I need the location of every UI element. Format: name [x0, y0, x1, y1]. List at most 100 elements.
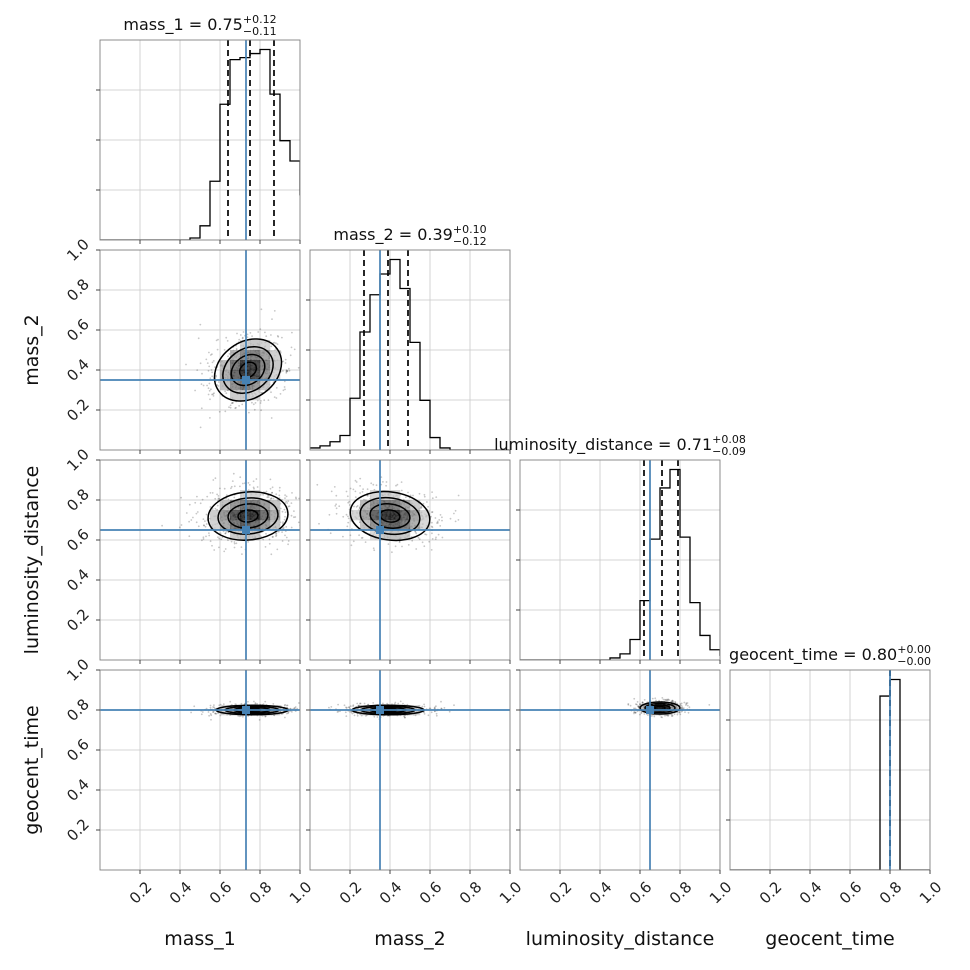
sample-point [161, 524, 164, 527]
sample-point [234, 407, 237, 410]
sample-point [262, 703, 265, 706]
sample-point [454, 509, 457, 512]
sample-point [418, 538, 421, 541]
sample-point [196, 511, 199, 513]
x-tick-label: 0.6 [416, 878, 446, 908]
density-cell [410, 705, 421, 711]
sample-point [207, 711, 210, 713]
sample-point [275, 493, 278, 496]
sample-point [387, 543, 390, 545]
sample-point [225, 530, 228, 533]
sample-point [224, 532, 227, 535]
x-tick-label: 0.4 [166, 878, 196, 908]
sample-point [202, 384, 205, 387]
sample-point [335, 503, 337, 506]
sample-point [285, 495, 288, 498]
sample-point [215, 374, 217, 377]
density-cell [260, 350, 271, 361]
sample-point [428, 707, 431, 710]
sample-point [266, 496, 269, 499]
density-cell [220, 370, 231, 381]
truth-marker [242, 376, 250, 384]
density-cell [230, 370, 241, 381]
sample-point [671, 699, 674, 702]
density-cell [250, 380, 261, 391]
sample-point [197, 525, 200, 528]
sample-point [216, 384, 219, 386]
sample-point [412, 494, 414, 497]
density-cell [220, 510, 231, 521]
panel-background [100, 460, 300, 660]
density-cell [380, 520, 391, 531]
sample-point [670, 713, 673, 716]
sample-point [194, 389, 197, 392]
sample-point [348, 706, 350, 709]
truth-marker [376, 526, 384, 534]
sample-point [256, 486, 259, 488]
sample-point [347, 521, 350, 524]
sample-point [440, 707, 443, 710]
sample-point [423, 705, 426, 708]
sample-point [252, 480, 255, 483]
sample-point [282, 389, 285, 392]
sample-point [208, 532, 210, 534]
sample-point [301, 706, 303, 708]
sample-point [653, 715, 656, 718]
density-cell [220, 705, 231, 711]
sample-point [229, 700, 232, 703]
sample-point [334, 505, 337, 507]
sample-point [337, 703, 339, 706]
sample-point [457, 519, 460, 521]
sample-point [291, 492, 293, 494]
sample-point [205, 707, 208, 710]
sample-point [441, 516, 443, 519]
sample-point [430, 515, 432, 518]
sample-point [404, 496, 407, 499]
sample-point [665, 699, 667, 702]
sample-point [201, 711, 204, 713]
sample-point [228, 353, 231, 355]
density-cell [410, 520, 421, 531]
x-tick-label: 0.6 [836, 878, 866, 908]
sample-point [229, 406, 232, 409]
sample-point [284, 534, 286, 537]
sample-point [682, 707, 685, 709]
title-mass_1: mass_1 = 0.75+0.12 −0.11 [123, 13, 276, 38]
sample-point [208, 351, 210, 354]
sample-point [230, 540, 233, 543]
sample-point [293, 510, 295, 512]
density-cell [250, 520, 261, 531]
sample-point [203, 524, 206, 527]
panel-background [100, 670, 300, 870]
sample-point [281, 522, 284, 525]
sample-point [260, 400, 262, 402]
sample-point [290, 526, 293, 529]
sample-point [673, 713, 676, 716]
sample-point [209, 506, 212, 508]
sample-point [422, 711, 425, 714]
sample-point [238, 338, 241, 341]
sample-point [671, 699, 674, 702]
sample-point [227, 498, 230, 501]
x-axis-label-mass_1: mass_1 [164, 928, 236, 950]
sample-point [674, 701, 677, 704]
sample-point [281, 531, 283, 533]
sample-point [670, 700, 673, 703]
density-cell [390, 520, 401, 531]
sample-point [430, 549, 433, 551]
sample-point [242, 715, 244, 718]
density-cell [380, 510, 391, 521]
sample-point [224, 548, 227, 550]
sample-point [287, 712, 290, 715]
sample-point [639, 703, 641, 705]
sample-point [681, 707, 684, 710]
sample-point [242, 331, 245, 333]
sample-point [209, 704, 212, 707]
sample-point [206, 495, 209, 498]
sample-point [214, 712, 217, 715]
sample-point [352, 488, 355, 491]
contour-level-4 [349, 490, 431, 542]
density-cell [370, 520, 381, 531]
sample-point [289, 354, 292, 357]
sample-point [300, 707, 302, 709]
